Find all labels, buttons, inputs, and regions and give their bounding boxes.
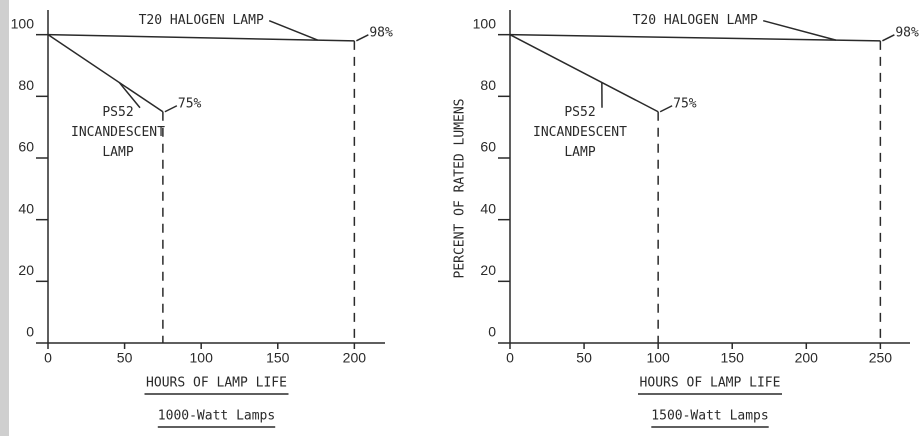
x-tick-label: 200 <box>343 350 367 366</box>
x-tick-label: 150 <box>721 350 745 366</box>
series-label-line: LAMP <box>102 144 133 159</box>
series-label-line: INCANDESCENT <box>71 124 165 139</box>
y-tick-label: 40 <box>18 200 34 216</box>
series-line <box>509 34 659 113</box>
y-tick-label: 0 <box>488 324 496 340</box>
x-axis-label: HOURS OF LAMP LIFE <box>640 376 781 391</box>
x-tick-label: 100 <box>646 350 670 366</box>
value-label-arrow <box>882 34 895 42</box>
y-tick-label: 80 <box>480 77 496 93</box>
x-tick-label: 250 <box>869 350 893 366</box>
series-label-line: PS52 <box>564 104 595 119</box>
y-tick-label: 40 <box>480 200 496 216</box>
y-tick-label: 20 <box>18 262 34 278</box>
y-tick-label: 60 <box>480 139 496 155</box>
subtitle: 1000-Watt Lamps <box>158 409 275 424</box>
leader-line <box>762 19 837 41</box>
value-label-arrow <box>659 105 673 113</box>
series-label-line: INCANDESCENT <box>533 124 627 139</box>
series-line <box>47 33 355 42</box>
series-label-line: LAMP <box>564 144 595 159</box>
series-label: PS52 INCANDESCENT LAMP <box>71 104 165 159</box>
series-label-line: PS52 <box>102 104 133 119</box>
value-label-arrow <box>356 34 369 42</box>
x-tick-label: 100 <box>190 350 214 366</box>
series-label: T20 HALOGEN LAMP <box>633 13 758 28</box>
value-label: 75% <box>673 96 697 111</box>
y-tick-label: 100 <box>473 15 497 31</box>
series-label: PS52 INCANDESCENT LAMP <box>533 104 627 159</box>
x-tick-label: 0 <box>44 350 52 366</box>
value-label: 75% <box>178 96 202 111</box>
y-tick-label: 0 <box>26 324 34 340</box>
series-label: T20 HALOGEN LAMP <box>139 13 264 28</box>
x-axis-label: HOURS OF LAMP LIFE <box>146 376 287 391</box>
series-line <box>509 33 881 42</box>
x-tick-label: 50 <box>117 350 133 366</box>
y-tick-label: 100 <box>11 15 35 31</box>
leader-line <box>118 81 141 109</box>
y-axis-label: PERCENT OF RATED LUMENS <box>453 98 468 278</box>
leader-line <box>268 19 318 41</box>
series-line <box>47 34 164 113</box>
x-tick-label: 200 <box>795 350 819 366</box>
y-tick-label: 20 <box>480 262 496 278</box>
scan-edge <box>0 0 9 436</box>
subtitle: 1500-Watt Lamps <box>651 409 768 424</box>
y-tick-label: 60 <box>18 139 34 155</box>
value-label: 98% <box>369 25 393 40</box>
value-label: 98% <box>895 25 919 40</box>
x-tick-label: 50 <box>576 350 592 366</box>
y-tick-label: 80 <box>18 77 34 93</box>
x-tick-label: 150 <box>266 350 290 366</box>
x-tick-label: 0 <box>506 350 514 366</box>
value-label-arrow <box>164 105 178 113</box>
